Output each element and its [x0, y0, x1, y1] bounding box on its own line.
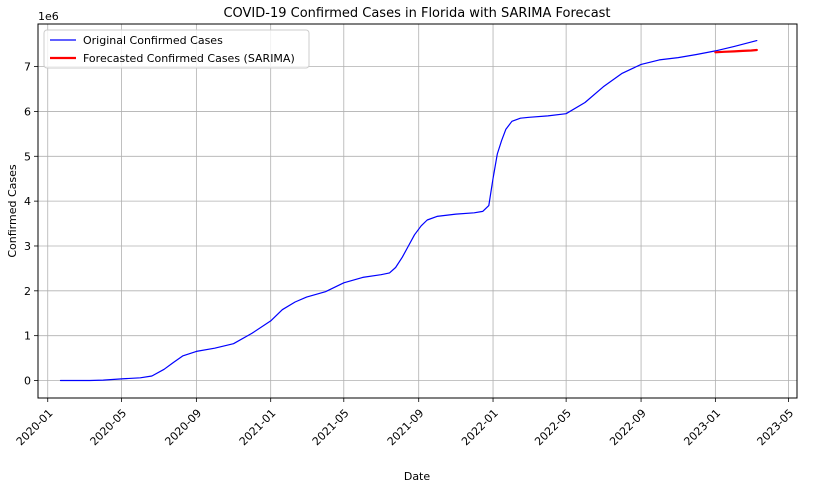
y-axis-label: Confirmed Cases	[6, 164, 19, 258]
x-tick-label: 2023-01	[681, 407, 723, 449]
series-layer	[59, 39, 758, 382]
legend-label-original: Original Confirmed Cases	[83, 34, 223, 47]
y-tick-label: 3	[24, 240, 31, 253]
x-tick-label: 2021-01	[237, 407, 279, 449]
y-tick-label: 7	[24, 61, 31, 74]
legend-box	[43, 29, 310, 69]
series-line-forecast	[714, 48, 758, 54]
y-tick-label: 0	[24, 375, 31, 388]
x-tick-label: 2022-09	[607, 407, 649, 449]
y-tick-label: 5	[24, 150, 31, 163]
x-tick-label: 2020-01	[14, 407, 56, 449]
x-axis: 2020-01 2020-05 2020-09 2021-01 2021-05 2021-…	[14, 398, 796, 448]
plot-frame	[37, 23, 798, 399]
y-offset-label: 1e6	[38, 10, 59, 23]
y-axis: 0 1 2 3 4 5 6 7	[24, 61, 38, 388]
plot-area	[38, 24, 797, 398]
x-tick-label: 2021-05	[310, 407, 352, 449]
y-tick-label: 4	[24, 195, 31, 208]
series-line-original	[59, 39, 758, 382]
chart-title: COVID-19 Confirmed Cases in Florida with…	[223, 6, 610, 21]
x-tick-label: 2022-01	[459, 407, 501, 449]
y-tick-label: 1	[24, 330, 31, 343]
y-tick-label: 2	[24, 285, 31, 298]
x-axis-label: Date	[404, 470, 431, 483]
x-tick-label: 2020-09	[162, 407, 204, 449]
y-tick-label: 6	[24, 105, 31, 118]
legend: Original Confirmed Cases Forecasted Conf…	[43, 29, 310, 69]
x-tick-label: 2021-09	[385, 407, 427, 449]
x-tick-label: 2023-05	[755, 407, 797, 449]
legend-label-forecast: Forecasted Confirmed Cases (SARIMA)	[83, 52, 295, 65]
x-tick-label: 2020-05	[88, 407, 130, 449]
grid	[38, 24, 797, 398]
x-tick-label: 2022-05	[532, 407, 574, 449]
